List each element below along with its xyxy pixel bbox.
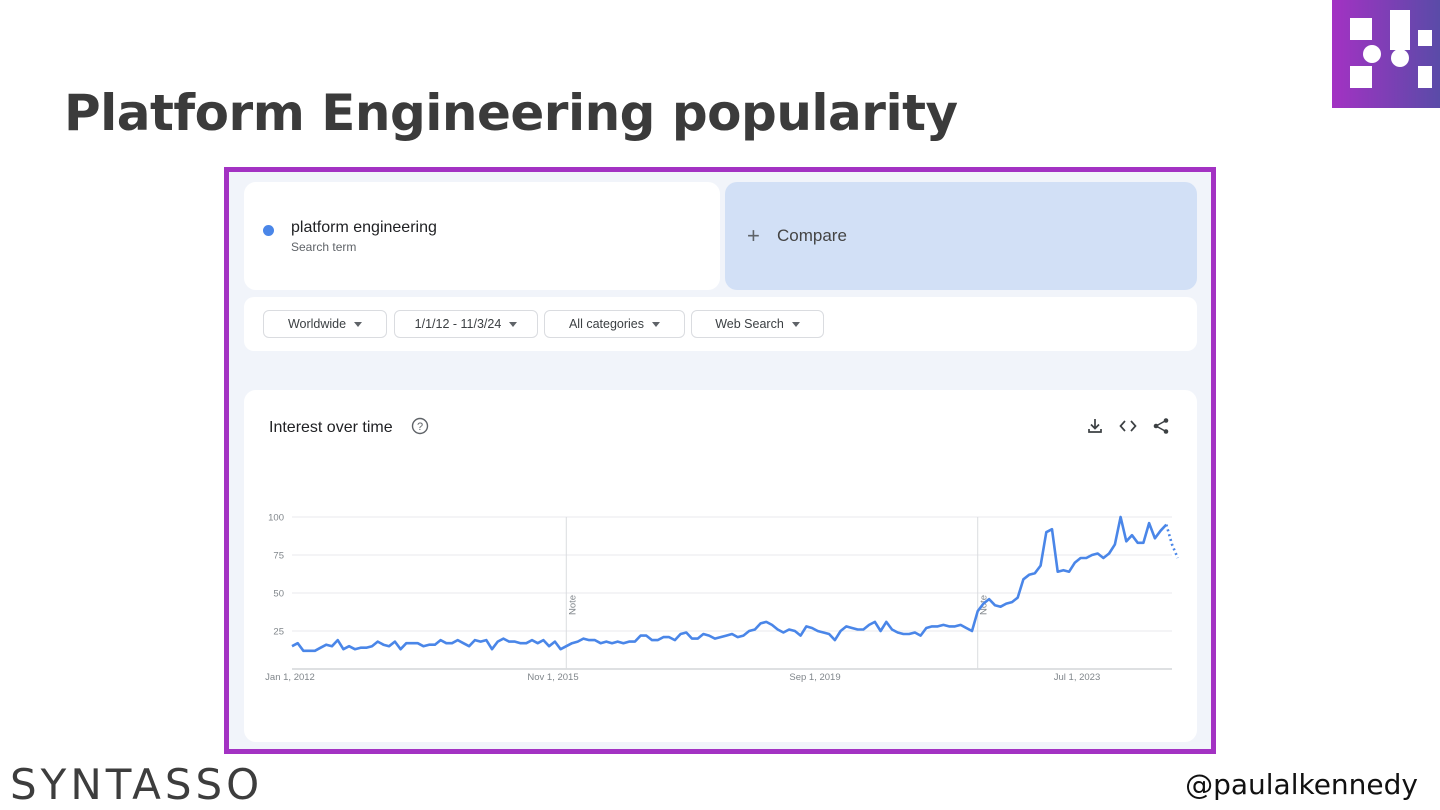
x-tick-label: Jul 1, 2023	[1054, 672, 1100, 683]
interest-line-chart: 25 50 75 100 Jan 1, 2012 Nov 1, 2015 Sep 1, 20…	[265, 513, 1179, 683]
caret-down-icon	[509, 321, 518, 327]
embed-icon[interactable]	[1118, 416, 1138, 436]
slide-title: Platform Engineering popularity	[64, 84, 958, 142]
filter-date-label: 1/1/12 - 11/3/24	[414, 317, 502, 331]
chart-title: Interest over time	[269, 419, 393, 436]
filter-category-label: All categories	[568, 317, 645, 331]
brand-wordmark: SYNTASSO	[10, 760, 264, 809]
caret-down-icon	[354, 321, 363, 327]
plus-icon: +	[747, 223, 760, 248]
search-term-type: Search term	[291, 240, 357, 254]
note-marker-label: Note	[567, 595, 578, 615]
compare-button[interactable]: + Compare	[725, 182, 1197, 290]
filter-region-dropdown[interactable]: Worldwide	[263, 310, 387, 338]
filter-category-dropdown[interactable]: All categories	[544, 310, 685, 338]
caret-down-icon	[791, 321, 800, 327]
series-partial-line	[1165, 524, 1179, 559]
interest-over-time-card: Interest over time ? 25 50 75 100 Jan 1, 201…	[244, 390, 1197, 742]
google-trends-screenshot: platform engineering Search term + Compa…	[224, 167, 1216, 754]
filter-date-dropdown[interactable]: 1/1/12 - 11/3/24	[394, 310, 538, 338]
filter-region-label: Worldwide	[287, 317, 347, 331]
share-icon[interactable]	[1151, 416, 1171, 436]
download-icon[interactable]	[1085, 416, 1105, 436]
compare-label: Compare	[777, 226, 847, 245]
search-term-card[interactable]: platform engineering Search term	[244, 182, 720, 290]
svg-text:?: ?	[417, 421, 423, 433]
y-tick-label: 50	[273, 589, 284, 600]
note-marker-label: Note	[979, 595, 990, 615]
y-tick-label: 25	[273, 627, 284, 638]
caret-down-icon	[652, 321, 661, 327]
series-line	[291, 515, 1168, 653]
filter-search-type-dropdown[interactable]: Web Search	[691, 310, 824, 338]
filter-search-type-label: Web Search	[715, 317, 784, 331]
help-icon[interactable]: ?	[411, 417, 429, 435]
x-tick-label: Jan 1, 2012	[265, 672, 315, 683]
author-handle: @paulalkennedy	[1185, 768, 1418, 801]
filter-bar: Worldwide 1/1/12 - 11/3/24 All categorie…	[244, 297, 1197, 351]
x-tick-label: Sep 1, 2019	[789, 672, 840, 683]
x-tick-label: Nov 1, 2015	[527, 672, 578, 683]
y-tick-label: 75	[273, 551, 284, 562]
series-color-dot	[263, 225, 274, 236]
syntasso-logo-icon	[1332, 0, 1440, 108]
search-term-name: platform engineering	[291, 219, 437, 236]
y-tick-label: 100	[268, 513, 284, 524]
